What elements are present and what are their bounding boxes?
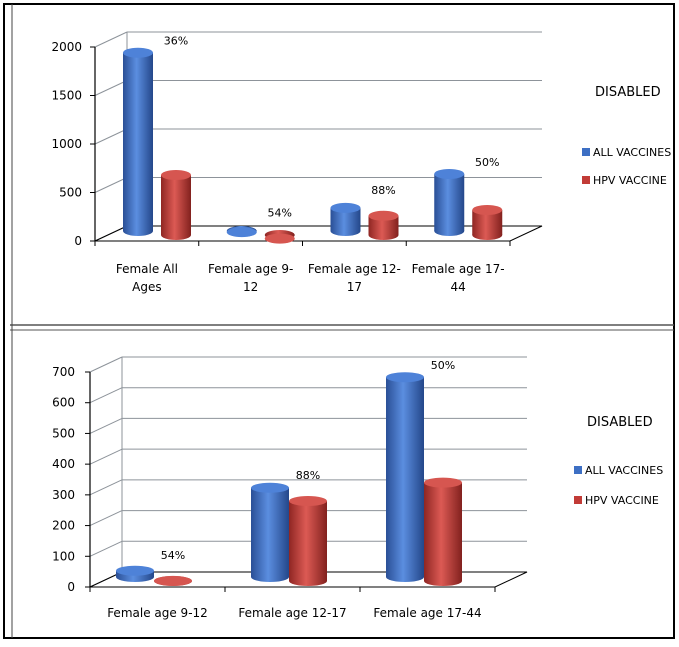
x-tick-label: Ages — [132, 280, 161, 294]
x-tick-label: 44 — [450, 280, 465, 294]
bar-top — [289, 496, 327, 506]
data-label: 88% — [296, 469, 320, 482]
bar — [289, 501, 327, 581]
bar — [424, 483, 462, 581]
gridline-side — [90, 480, 122, 495]
data-label: 36% — [164, 35, 188, 48]
x-tick-label: Female All — [116, 262, 178, 276]
bar-top — [331, 203, 361, 213]
y-tick-label: 400 — [52, 457, 75, 471]
bar-top — [227, 227, 257, 237]
gridline-side — [95, 129, 127, 144]
x-tick-label: 12 — [243, 280, 258, 294]
bar-top — [265, 234, 295, 244]
x-tick-label: Female age 12- — [308, 262, 401, 276]
data-label: 50% — [431, 359, 455, 372]
legend-swatch — [574, 496, 582, 504]
y-tick-label: 1500 — [51, 89, 82, 103]
y-tick-label: 2000 — [51, 40, 82, 54]
data-label: 54% — [268, 207, 292, 220]
bar-top — [434, 169, 464, 179]
x-tick-label: Female age 17- — [412, 262, 505, 276]
gridline-side — [90, 357, 122, 372]
gridline-side — [90, 541, 122, 556]
x-tick-label: Female age 12-17 — [238, 606, 346, 620]
bar-top — [116, 566, 154, 576]
x-tick-label: Female age 9-12 — [107, 606, 208, 620]
gridline-side — [95, 32, 127, 47]
bar — [251, 488, 289, 577]
y-tick-label: 0 — [67, 580, 75, 594]
legend-title: DISABLED — [595, 85, 661, 100]
legend-swatch — [574, 466, 582, 474]
bar-top — [154, 576, 192, 586]
bar-top — [251, 483, 289, 493]
bar-top — [161, 170, 191, 180]
bar — [386, 377, 424, 577]
bar — [161, 175, 191, 235]
bar-top — [123, 48, 153, 58]
data-label: 50% — [475, 156, 499, 169]
y-tick-label: 1000 — [51, 137, 82, 151]
data-label: 88% — [371, 184, 395, 197]
legend-swatch — [582, 176, 590, 184]
bar — [123, 53, 153, 231]
bar-top — [369, 211, 399, 221]
gridline-side — [90, 449, 122, 464]
x-tick-label: 17 — [347, 280, 362, 294]
gridline-side — [90, 418, 122, 433]
legend-entry: ALL VACCINES — [593, 146, 671, 159]
legend-swatch — [582, 148, 590, 156]
legend-title: DISABLED — [587, 415, 653, 430]
y-tick-label: 200 — [52, 519, 75, 533]
legend-entry: HPV VACCINE — [585, 494, 659, 507]
y-tick-label: 700 — [52, 365, 75, 379]
bar-top — [386, 372, 424, 382]
bar-top — [472, 205, 502, 215]
y-tick-label: 300 — [52, 488, 75, 502]
gridline-side — [95, 81, 127, 96]
gridline-side — [90, 388, 122, 403]
y-tick-label: 0 — [74, 234, 82, 248]
bar — [434, 174, 464, 231]
data-label: 54% — [161, 549, 185, 562]
legend-entry: ALL VACCINES — [585, 464, 663, 477]
chart-panel-top: 0 500 1000 1500 2000 36% Female All Ages 54% Fema… — [51, 32, 671, 294]
gridline-side — [90, 511, 122, 526]
x-tick-label: Female age 9- — [208, 262, 293, 276]
chart-panel-bottom: 0 100 200 300 400 500 600 700 54% Female age 9-12… — [52, 357, 663, 620]
y-tick-label: 600 — [52, 396, 75, 410]
legend-entry: HPV VACCINE — [593, 174, 667, 187]
bar-top — [424, 478, 462, 488]
gridline-side — [95, 178, 127, 193]
figure-frame — [4, 4, 674, 638]
y-tick-label: 100 — [52, 549, 75, 563]
x-tick-label: Female age 17-44 — [373, 606, 481, 620]
y-tick-label: 500 — [59, 186, 82, 200]
y-tick-label: 500 — [52, 426, 75, 440]
